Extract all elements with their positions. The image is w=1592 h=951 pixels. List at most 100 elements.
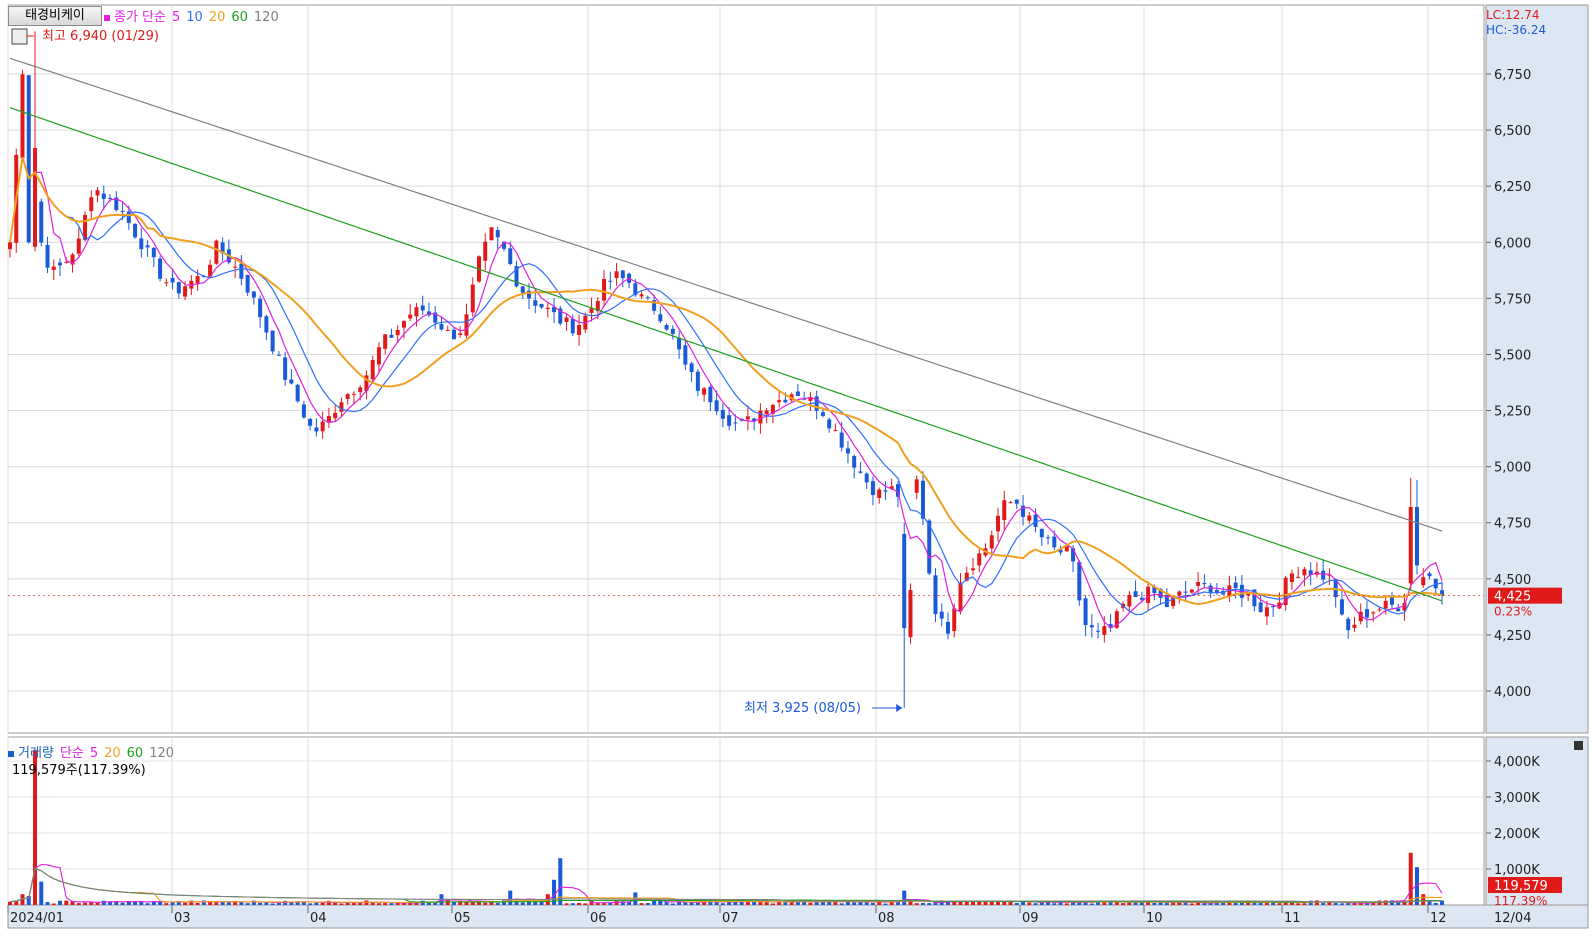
volume-bar <box>164 903 169 905</box>
date-tick-label: 2024/01 <box>10 911 64 926</box>
candle-body <box>433 312 438 323</box>
volume-bar <box>795 901 800 905</box>
volume-bar <box>1058 902 1063 905</box>
date-tick-label: 07 <box>722 911 739 926</box>
candle-body <box>1383 600 1388 609</box>
volume-bar <box>752 902 757 905</box>
volume-bar <box>952 901 957 905</box>
volume-bar <box>1177 902 1182 905</box>
candle-body <box>1277 602 1282 609</box>
volume-bar <box>476 900 481 905</box>
candle-body <box>664 325 669 330</box>
volume-bar <box>845 900 850 905</box>
candle-body <box>770 404 775 414</box>
candle-body <box>1014 499 1019 504</box>
candle-body <box>1402 602 1407 611</box>
candles-layer <box>8 31 1444 708</box>
volume-bar <box>602 903 607 905</box>
candle-body <box>264 316 269 333</box>
volume-bar <box>971 901 976 905</box>
candle-body <box>295 384 300 402</box>
stock-name-button[interactable]: 태경비케이 <box>8 6 102 26</box>
volume-bar <box>1302 903 1307 905</box>
candle-body <box>1233 582 1238 588</box>
candle-body <box>802 398 807 400</box>
volume-bar <box>714 901 719 905</box>
volume-bar <box>652 901 657 905</box>
price-tick-label: 5,750 <box>1494 292 1531 307</box>
candle-body <box>845 448 850 454</box>
candle-body <box>183 286 188 297</box>
candle-body <box>89 197 94 212</box>
candle-body <box>952 608 957 631</box>
volume-bar <box>1321 903 1326 905</box>
candle-body <box>1440 590 1444 596</box>
volume-bar <box>276 903 281 905</box>
candle-body <box>1039 528 1044 538</box>
volume-ma-legend: 거래량 단순 5 20 60 120 <box>8 742 180 761</box>
volume-bar <box>1421 894 1426 905</box>
candle-body <box>126 211 131 223</box>
candle-body <box>1346 618 1351 631</box>
candle-body <box>1252 589 1257 607</box>
candle-body <box>1364 609 1369 618</box>
volume-bar <box>852 902 857 905</box>
volume-bar <box>802 900 807 905</box>
volume-bar <box>308 903 313 905</box>
volume-bar <box>902 890 907 905</box>
volume-bar <box>789 900 794 905</box>
candle-body <box>214 240 219 264</box>
volume-bar <box>383 903 388 905</box>
volume-bar <box>739 900 744 905</box>
volume-bar <box>158 901 163 905</box>
candle-body <box>989 535 994 549</box>
legend-item: 종가 단순 <box>114 10 166 25</box>
volume-bar <box>58 900 63 905</box>
candle-body <box>752 418 757 422</box>
volume-bar <box>1108 901 1113 905</box>
volume-bar <box>814 902 819 905</box>
current-volume-ratio: 117.39% <box>1494 894 1547 908</box>
candle-body <box>1077 561 1082 601</box>
candle-body <box>683 345 688 365</box>
volume-bar <box>945 901 950 905</box>
volume-bar <box>595 903 600 905</box>
volume-bar <box>70 901 75 905</box>
legend-item: 20 <box>208 10 226 25</box>
candle-body <box>864 473 869 483</box>
candle-body <box>333 412 338 419</box>
price-tick-label: 4,000 <box>1494 685 1531 700</box>
candle-body <box>1414 507 1419 566</box>
volume-panel <box>7 736 1485 906</box>
volume-bar <box>1014 902 1019 905</box>
volume-bar <box>720 903 725 905</box>
volume-bar <box>708 900 713 905</box>
candle-body <box>639 294 644 297</box>
candle-body <box>220 242 225 254</box>
volume-bar <box>1083 902 1088 905</box>
volume-bar <box>1239 902 1244 905</box>
volume-tick-label: 3,000K <box>1494 791 1540 806</box>
volume-bar <box>64 900 69 905</box>
volume-bar <box>677 902 682 905</box>
legend-square-icon <box>104 14 110 21</box>
candle-body <box>26 75 31 243</box>
volume-bar <box>858 901 863 905</box>
volume-bar <box>20 894 25 905</box>
volume-bar <box>983 901 988 905</box>
volume-bar <box>1364 902 1369 905</box>
candle-body <box>1377 609 1382 611</box>
candle-body <box>451 329 456 340</box>
volume-bar <box>558 858 563 905</box>
candle-body <box>345 394 350 399</box>
candle-body <box>702 388 707 395</box>
volume-bar <box>1158 902 1163 905</box>
volume-bar <box>539 901 544 905</box>
volume-bar <box>514 900 519 905</box>
candle-body <box>358 387 363 393</box>
volume-bar <box>689 901 694 905</box>
volume-bar <box>683 902 688 905</box>
volume-bar <box>1396 901 1401 905</box>
current-price-label: 4,425 <box>1494 590 1531 605</box>
